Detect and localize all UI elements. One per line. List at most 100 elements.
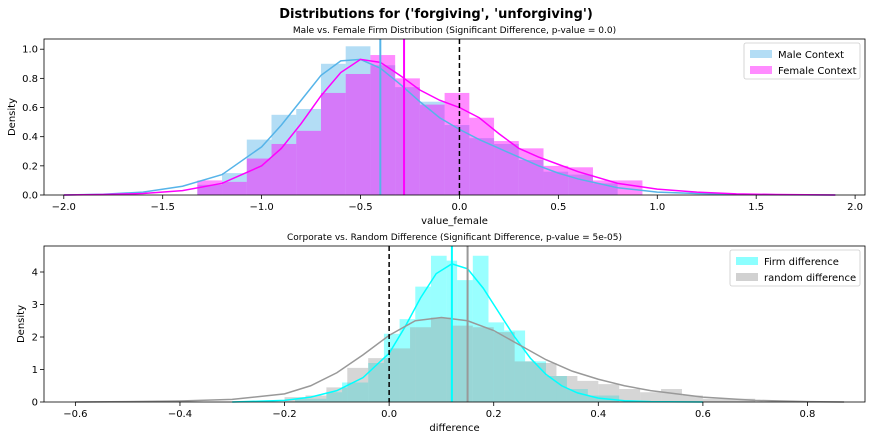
x-tick-label: 0.0 — [451, 202, 467, 213]
hist-bar-1-12 — [494, 141, 519, 195]
hist-bar-1-7 — [370, 55, 396, 195]
hist-bar-1-9 — [419, 104, 445, 195]
hist-bar-1-19 — [681, 395, 703, 402]
y-tick-label: 0.6 — [22, 103, 38, 114]
hist-bar-1-10 — [493, 332, 515, 402]
hist-bar-0-10 — [444, 125, 470, 195]
hist-bar-1-4 — [296, 130, 321, 195]
hist-bar-0-11 — [488, 322, 505, 402]
legend-box — [729, 249, 861, 287]
hist-bar-0-8 — [395, 87, 420, 195]
figure-suptitle: Distributions for ('forgiving', 'unforgi… — [279, 7, 593, 22]
hist-bar-1-20 — [702, 398, 756, 402]
axes-frame — [43, 245, 866, 403]
x-tick-label: −0.2 — [272, 409, 296, 420]
x-axis-label: value_female — [421, 216, 488, 227]
hist-bar-0-15 — [568, 174, 593, 195]
legend-swatch-0 — [750, 50, 772, 58]
hist-bar-1-8 — [451, 325, 473, 402]
legend: Male Context Female Context — [743, 42, 861, 80]
axes-frame — [43, 38, 866, 196]
hist-bar-0-2 — [342, 382, 369, 402]
hist-bar-1-13 — [518, 148, 544, 195]
hist-bar-1-13 — [556, 376, 578, 402]
y-tick-label: 0.4 — [22, 132, 38, 143]
hist-bar-0-6 — [345, 46, 371, 195]
x-tick-label: 1.0 — [649, 202, 665, 213]
histogram-0 — [197, 46, 618, 196]
x-tick-label: −1.0 — [249, 202, 273, 213]
hist-bar-0-4 — [296, 108, 321, 195]
legend-swatch-1 — [736, 273, 758, 281]
hist-bar-0-7 — [430, 255, 447, 402]
hist-bar-0-14 — [543, 171, 569, 195]
hist-bar-1-1 — [222, 181, 247, 195]
hist-bar-0-10 — [472, 255, 489, 402]
y-tick-label: 4 — [32, 268, 38, 279]
y-tick-label: 0.2 — [22, 161, 38, 172]
hist-bar-0-3 — [368, 363, 384, 402]
y-tick-label: 1.0 — [22, 45, 38, 56]
chart-panel-top: −2.0 −1.5 −1.0 −0.5 0.0 0.5 1.0 1.5 2.0 0.0 0.2 0.4… — [7, 26, 866, 227]
hist-bar-0-0 — [295, 398, 327, 402]
hist-bar-1-16 — [619, 389, 641, 402]
hist-bar-1-2 — [326, 387, 348, 402]
hist-bar-0-13 — [525, 361, 547, 402]
x-tick-label: −0.6 — [63, 409, 87, 420]
hist-bar-0-5 — [399, 319, 416, 402]
y-tick-label: 3 — [32, 300, 38, 311]
hist-bar-1-6 — [410, 327, 431, 402]
y-tick-label: 1 — [32, 365, 38, 376]
legend-swatch-0 — [736, 257, 758, 265]
hist-bar-1-2 — [246, 158, 272, 195]
x-tick-label: 1.5 — [748, 202, 764, 213]
x-tick-label: −0.4 — [168, 409, 192, 420]
hist-bar-1-14 — [543, 165, 569, 195]
hist-bar-0-16 — [592, 183, 618, 195]
kde-curve-1 — [63, 58, 836, 196]
hist-bar-1-9 — [472, 327, 494, 402]
legend-box — [743, 42, 861, 80]
x-tick-label: −1.5 — [151, 202, 175, 213]
hist-bar-1-17 — [640, 392, 662, 402]
hist-bar-1-10 — [444, 92, 470, 195]
y-tick-label: 0 — [32, 398, 38, 409]
hist-bar-1-8 — [395, 78, 420, 195]
hist-bar-0-9 — [419, 101, 445, 195]
hist-bar-1-7 — [430, 317, 452, 402]
hist-bar-0-1 — [222, 173, 247, 195]
panel-title: Male vs. Female Firm Distribution (Signi… — [293, 26, 616, 36]
hist-bar-1-1 — [305, 395, 327, 402]
hist-bar-1-6 — [345, 73, 371, 195]
hist-bar-0-11 — [469, 138, 495, 195]
hist-bar-0-1 — [326, 392, 343, 402]
y-tick-label: 2 — [32, 333, 38, 344]
kde-curve-0 — [232, 263, 703, 403]
hist-bar-1-3 — [271, 143, 297, 195]
x-tick-label: 0.5 — [550, 202, 566, 213]
legend-label-1: Female Context — [778, 66, 857, 77]
hist-bar-1-5 — [320, 92, 346, 195]
hist-bar-1-15 — [598, 384, 620, 402]
x-axis-label: difference — [429, 423, 479, 434]
y-tick-label: 0.0 — [22, 191, 38, 202]
hist-bar-0-15 — [566, 389, 588, 402]
hist-bar-1-4 — [368, 358, 390, 402]
panel-title: Corporate vs. Random Difference (Signifi… — [287, 233, 622, 243]
legend: Firm difference random difference — [729, 249, 861, 287]
x-tick-label: −2.0 — [52, 202, 76, 213]
hist-bar-0-12 — [504, 330, 526, 402]
hist-bar-1-11 — [469, 117, 495, 195]
legend-label-0: Male Context — [778, 50, 844, 61]
y-tick-label: 0.8 — [22, 74, 38, 85]
hist-bar-0-14 — [546, 376, 567, 402]
y-axis-label: Density — [7, 98, 18, 136]
x-tick-label: 0.4 — [590, 409, 606, 420]
legend-swatch-1 — [750, 66, 772, 74]
hist-bar-0-6 — [415, 286, 431, 402]
chart-panel-bottom: −0.6 −0.4 −0.2 0.0 0.2 0.4 0.6 0.8 0 1 2 3 4 Corporat… — [16, 233, 866, 434]
x-tick-label: 2.0 — [847, 202, 863, 213]
legend-label-1: random difference — [764, 273, 856, 284]
hist-bar-1-3 — [347, 367, 369, 402]
